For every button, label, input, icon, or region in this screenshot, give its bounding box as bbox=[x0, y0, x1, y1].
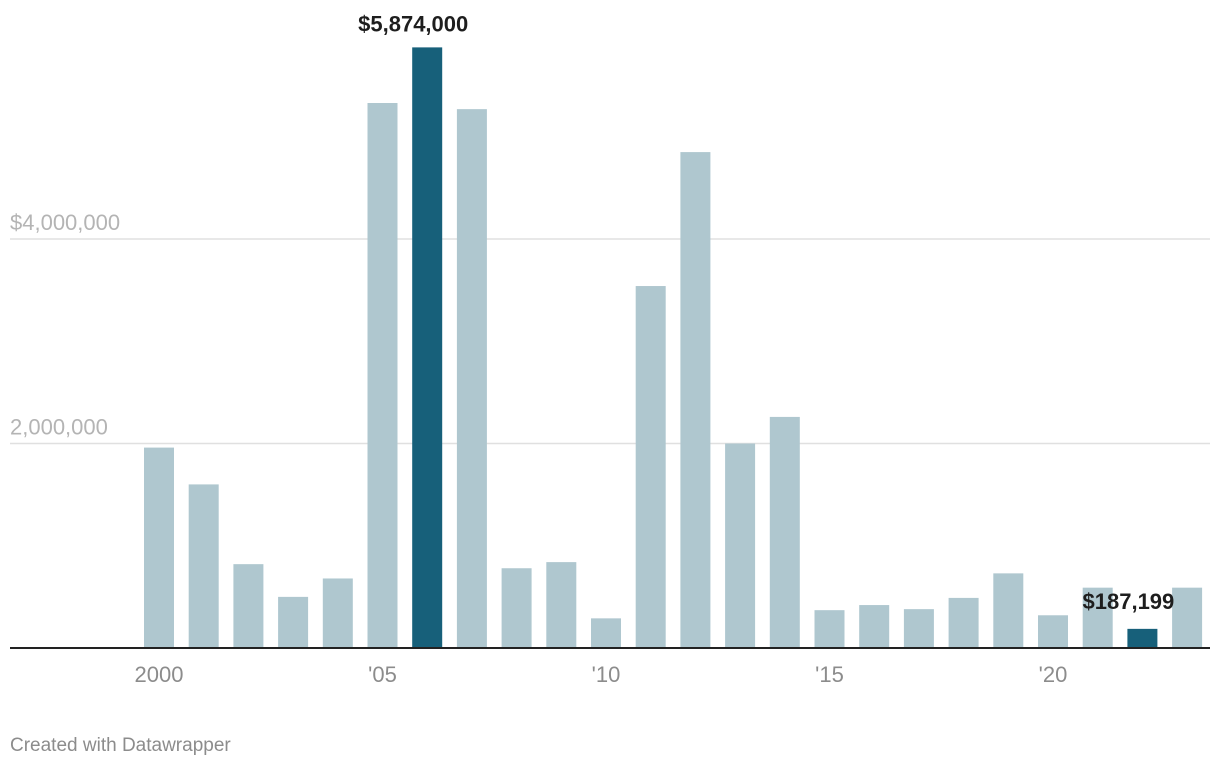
bar-2013 bbox=[725, 443, 756, 648]
bar-2020 bbox=[1038, 615, 1068, 648]
bar-2017 bbox=[903, 609, 934, 648]
bar-2011 bbox=[635, 286, 666, 648]
bar-2009 bbox=[546, 562, 577, 648]
bar-2004 bbox=[322, 578, 353, 648]
x-axis-ticks: 2000 '05 '10 '15 '20 bbox=[135, 662, 1068, 687]
gridlines bbox=[10, 238, 1210, 445]
bar-2021 bbox=[1082, 587, 1113, 648]
y-tick-label: 2,000,000 bbox=[10, 415, 108, 440]
bar-2016 bbox=[859, 605, 890, 648]
bar-chart: 2,000,000 $4,000,000 2000 '05 '10 '15 '20 $5,… bbox=[10, 11, 1210, 687]
bar-2015 bbox=[814, 610, 845, 648]
bar-2010 bbox=[591, 618, 621, 648]
bar-2007 bbox=[456, 109, 487, 648]
bar-2008 bbox=[501, 568, 532, 648]
credit-text: Created with Datawrapper bbox=[10, 735, 231, 756]
x-tick-label: '15 bbox=[815, 662, 844, 687]
x-tick-label: '20 bbox=[1039, 662, 1068, 687]
bar-2003 bbox=[278, 596, 309, 648]
data-label-2022: $187,199 bbox=[1083, 589, 1175, 614]
bar-2001 bbox=[188, 484, 219, 648]
bars bbox=[144, 47, 1203, 649]
bar-2006 bbox=[412, 47, 443, 649]
x-tick-label: '10 bbox=[592, 662, 621, 687]
bar-2014 bbox=[769, 416, 800, 648]
bar-2022 bbox=[1127, 628, 1158, 648]
data-labels: $5,874,000 $187,199 bbox=[358, 11, 1174, 613]
bar-2002 bbox=[233, 564, 264, 648]
x-tick-label: '05 bbox=[368, 662, 397, 687]
bar-2005 bbox=[367, 103, 398, 648]
y-tick-label: $4,000,000 bbox=[10, 210, 120, 235]
y-axis-ticks: 2,000,000 $4,000,000 bbox=[10, 210, 120, 440]
bar-2023 bbox=[1172, 587, 1203, 648]
bar-2000 bbox=[144, 447, 174, 648]
bar-2012 bbox=[680, 152, 711, 648]
bar-2019 bbox=[993, 573, 1024, 648]
data-label-2006: $5,874,000 bbox=[358, 11, 468, 36]
bar-2018 bbox=[948, 597, 979, 648]
x-tick-label: 2000 bbox=[135, 662, 184, 687]
